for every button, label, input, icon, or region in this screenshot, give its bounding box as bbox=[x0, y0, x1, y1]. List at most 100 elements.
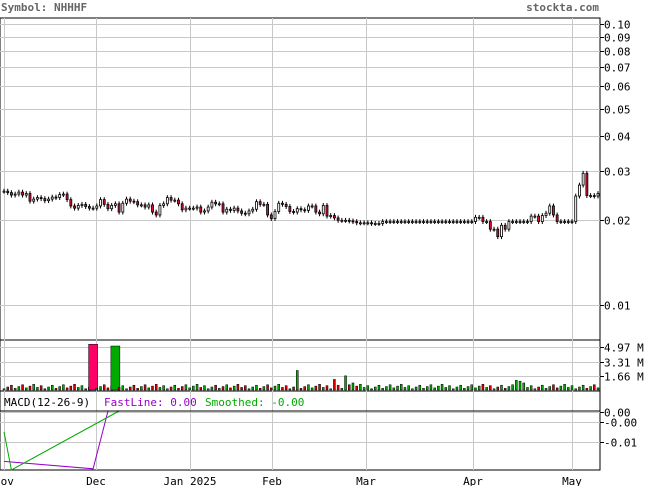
volume-bar bbox=[444, 387, 448, 391]
volume-bar bbox=[32, 384, 35, 391]
volume-bar bbox=[314, 385, 318, 391]
volume-bar bbox=[451, 388, 455, 391]
candle-body bbox=[466, 221, 470, 223]
candle-body bbox=[203, 210, 206, 213]
volume-bar bbox=[555, 387, 559, 391]
volume-bar bbox=[288, 388, 292, 391]
volume-bar bbox=[214, 384, 217, 391]
candle-body bbox=[158, 205, 162, 216]
volume-bar bbox=[106, 387, 110, 391]
volume-bar bbox=[559, 385, 563, 391]
volume-bar bbox=[121, 385, 125, 391]
candle-body bbox=[552, 205, 555, 216]
candle-body bbox=[366, 222, 370, 225]
candle-body bbox=[225, 208, 229, 213]
volume-bar bbox=[374, 386, 377, 391]
candle-body bbox=[585, 172, 589, 196]
volume-bar bbox=[143, 384, 147, 391]
candle-body bbox=[321, 205, 325, 215]
volume-bar bbox=[322, 387, 325, 391]
volume-bar bbox=[585, 388, 589, 391]
volume-bar bbox=[459, 384, 462, 391]
volume-bar bbox=[589, 386, 592, 391]
volume-bar bbox=[180, 386, 184, 391]
volume-bar bbox=[258, 388, 262, 391]
volume-bar bbox=[541, 384, 544, 391]
candle-body bbox=[555, 214, 559, 222]
candle-body bbox=[485, 221, 489, 223]
volume-bar bbox=[318, 384, 321, 391]
volume-bar bbox=[425, 386, 429, 391]
volume-bar bbox=[581, 384, 585, 391]
volume-bar bbox=[303, 386, 306, 391]
candle-body bbox=[388, 221, 392, 223]
volume-bar bbox=[359, 384, 362, 391]
price-grid bbox=[0, 18, 600, 470]
candle-body bbox=[596, 193, 600, 197]
x-tick-label: Apr bbox=[463, 475, 483, 486]
macd-tick-label: 0.00 bbox=[604, 407, 631, 420]
candle-body bbox=[540, 215, 544, 222]
macd-label: MACD(12-26-9) bbox=[4, 396, 90, 409]
candle-body bbox=[69, 199, 73, 207]
volume-bar bbox=[102, 384, 106, 391]
candle-body bbox=[217, 203, 221, 206]
candle-body bbox=[436, 221, 440, 223]
volume-bar bbox=[385, 386, 388, 391]
volume-bar bbox=[429, 384, 433, 391]
candle-body bbox=[329, 215, 333, 217]
candle-body bbox=[110, 205, 114, 210]
candle-body bbox=[221, 203, 225, 213]
volume-bar bbox=[340, 388, 344, 391]
price-tick-label: 0.06 bbox=[604, 81, 631, 94]
candle-body bbox=[65, 193, 69, 201]
volume-bar bbox=[2, 388, 6, 391]
candle-body bbox=[381, 221, 385, 224]
volume-bar bbox=[39, 385, 43, 391]
candle-body bbox=[299, 208, 303, 211]
candle-body bbox=[355, 221, 359, 224]
candle-body bbox=[195, 206, 199, 209]
volume-bar bbox=[381, 388, 384, 391]
volume-tick-label: 3.31 M bbox=[604, 357, 644, 370]
volume-bar bbox=[370, 388, 373, 391]
site-label: stockta.com bbox=[526, 1, 599, 14]
candle-body bbox=[255, 201, 258, 210]
candle-body bbox=[21, 191, 24, 196]
candle-body bbox=[36, 197, 39, 200]
volume-bar bbox=[10, 384, 13, 391]
candle-body bbox=[210, 201, 214, 208]
candle-body bbox=[310, 205, 314, 208]
candle-body bbox=[351, 220, 355, 223]
candle-body bbox=[418, 221, 422, 223]
x-tick-label: May bbox=[562, 475, 582, 486]
volume-bar bbox=[218, 388, 221, 391]
volume-bar bbox=[99, 386, 102, 391]
volume-bar bbox=[262, 386, 266, 391]
volume-bar bbox=[466, 386, 470, 391]
candle-body bbox=[566, 221, 570, 223]
volume-bar bbox=[166, 388, 169, 391]
candle-body bbox=[199, 206, 203, 213]
volume-bar bbox=[95, 388, 99, 391]
volume-bar bbox=[54, 388, 58, 391]
candle-body bbox=[43, 198, 47, 202]
volume-bar bbox=[162, 385, 165, 391]
volume-bar bbox=[43, 388, 47, 391]
candle-body bbox=[191, 207, 195, 210]
volume-bar bbox=[240, 387, 243, 391]
volume-bar bbox=[47, 386, 50, 391]
candle-body bbox=[143, 204, 147, 208]
volume-bar bbox=[77, 387, 80, 391]
volume-bar bbox=[392, 387, 396, 391]
symbol-label: Symbol: NHHHF bbox=[1, 1, 87, 14]
volume-bar bbox=[292, 386, 295, 391]
candle-body bbox=[269, 214, 273, 219]
volume-bar bbox=[151, 385, 154, 391]
candle-body bbox=[169, 197, 173, 201]
candle-body bbox=[162, 203, 166, 206]
volume-bar bbox=[325, 385, 329, 391]
volume-bar bbox=[533, 388, 537, 391]
volume-bar bbox=[195, 384, 199, 391]
candle-body bbox=[139, 204, 143, 207]
